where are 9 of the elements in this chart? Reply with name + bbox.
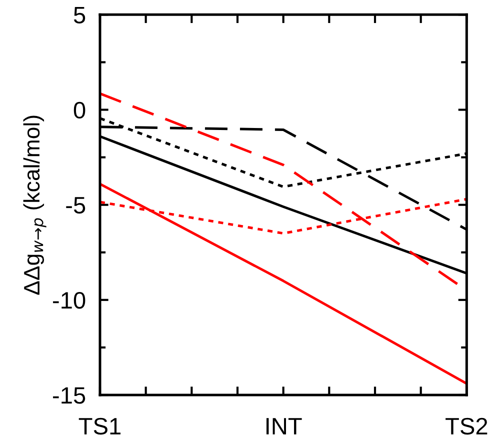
- x-tick-label: TS1: [78, 418, 120, 435]
- x-tick-label: TS2: [446, 418, 488, 435]
- y-tick-label: 0: [74, 102, 86, 119]
- y-tick-label: -10: [53, 292, 86, 309]
- x-tick-label: INT: [266, 418, 302, 434]
- y-axis-title: ΔΔg$_{w→p}$ (kcal/mol): [23, 116, 46, 295]
- y-tick-label: -5: [66, 197, 86, 214]
- y-tick-label: -15: [53, 387, 86, 404]
- y-tick-label: 5: [74, 6, 86, 24]
